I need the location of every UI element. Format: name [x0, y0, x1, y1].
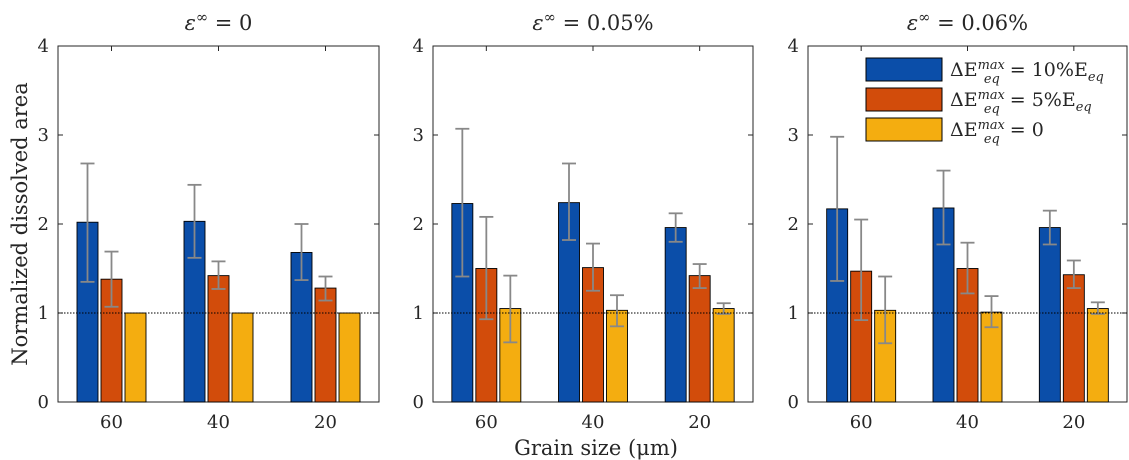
x-tick-label: 40	[207, 412, 230, 433]
panel-1: 0 1 2 3 4 60 40 20 ε∞ = 0	[38, 9, 380, 433]
x-tick-label: 60	[100, 412, 123, 433]
bar	[688, 275, 711, 403]
panel-2: 0 1 2 3 4 60 40 20 ε∞ = 0.05%	[413, 9, 754, 433]
x-tick-label: 60	[850, 412, 873, 433]
y-tick-label: 3	[38, 125, 49, 146]
y-tick-label: 1	[788, 303, 799, 324]
x-tick-label: 40	[956, 412, 979, 433]
x-tick-label: 40	[582, 412, 605, 433]
panel-3: 0 1 2 3 4 60 40 20 ε∞ = 0.06%	[788, 9, 1128, 433]
y-tick-label: 2	[788, 214, 799, 235]
x-tick-label: 60	[475, 412, 498, 433]
y-tick-label: 0	[413, 392, 424, 413]
x-tick-label: 20	[688, 412, 711, 433]
x-tick-label: 20	[1062, 412, 1085, 433]
y-tick-label: 3	[788, 125, 799, 146]
y-tick-label: 0	[788, 392, 799, 413]
legend-label: ΔEmax eq = 0	[950, 118, 1044, 147]
y-tick-label: 2	[413, 214, 424, 235]
y-axis-label: Normalized dissolved area	[8, 82, 32, 366]
bar	[1062, 274, 1085, 403]
y-tick-label: 1	[38, 303, 49, 324]
bar	[1038, 227, 1061, 403]
bar	[1086, 308, 1109, 403]
y-tick-label: 0	[38, 392, 49, 413]
y-tick-label: 1	[413, 303, 424, 324]
bar	[664, 227, 687, 403]
bar	[338, 312, 361, 403]
legend-swatch	[865, 117, 943, 142]
bar	[207, 275, 230, 403]
bar	[712, 308, 735, 403]
panel-title: ε∞ = 0.05%	[532, 9, 653, 35]
panel-title: ε∞ = 0.06%	[907, 9, 1028, 35]
y-tick-label: 2	[38, 214, 49, 235]
y-tick-label: 4	[38, 36, 49, 57]
y-tick-label: 4	[788, 36, 799, 57]
x-tick-label: 20	[314, 412, 337, 433]
panels: 0 1 2 3 4 60 40 20 ε∞ = 0 0 1 2 3 4 60 40 20 ε∞ = 0.05% 0 1…	[38, 9, 1128, 433]
bar	[314, 287, 337, 403]
y-tick-label: 3	[413, 125, 424, 146]
legend-label: ΔEmax eq = 10%Eeq	[950, 58, 1104, 87]
x-axis-label: Grain size (μm)	[514, 436, 678, 460]
legend-swatch	[865, 57, 943, 82]
panel-title: ε∞ = 0	[185, 9, 253, 35]
legend-label: ΔEmax eq = 5%Eeq	[950, 88, 1092, 117]
bar	[231, 312, 254, 403]
legend-swatch	[865, 87, 943, 112]
y-tick-label: 4	[413, 36, 424, 57]
bar	[124, 312, 147, 403]
